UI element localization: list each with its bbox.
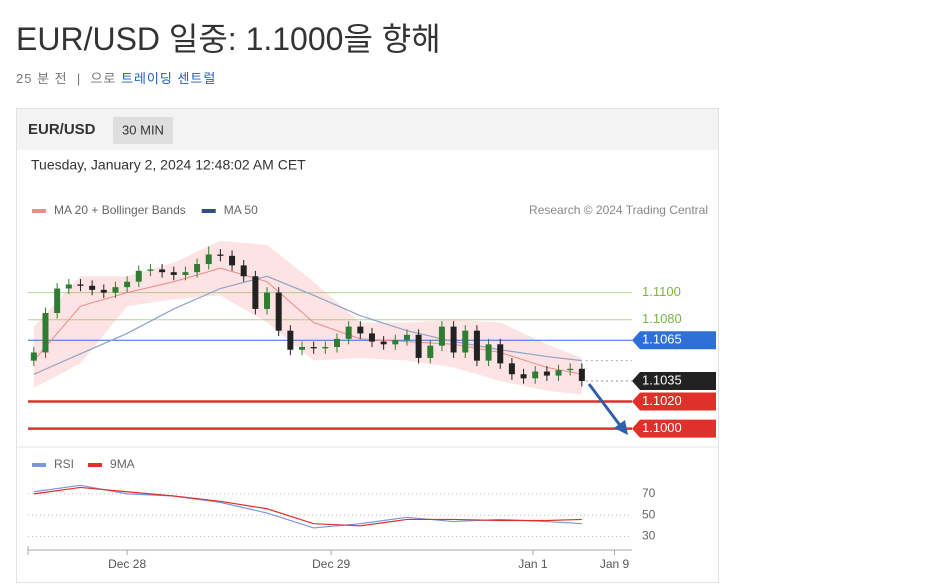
candle-body [473, 330, 480, 361]
y-tick-label: 70 [642, 486, 656, 500]
via: 으로 [90, 71, 117, 86]
candle-body [462, 330, 469, 353]
candle-body [543, 371, 550, 376]
candle-body [229, 255, 236, 266]
credit: Research © 2024 Trading Central [529, 203, 708, 217]
candle-body [124, 281, 131, 288]
interval-badge[interactable] [113, 117, 173, 144]
legend-swatch [32, 463, 46, 467]
candle-body [205, 254, 212, 265]
candle-body [287, 330, 294, 350]
candle-body [89, 285, 96, 290]
candle-body [403, 334, 410, 341]
candle-body [30, 352, 37, 361]
candle-body [322, 347, 329, 349]
candle-body [450, 326, 457, 353]
level-label: 1.1000 [642, 420, 682, 435]
candle-body [100, 289, 107, 293]
legend-swatch [88, 463, 103, 467]
candle-body [264, 292, 271, 309]
level-label: 1.1080 [642, 311, 682, 326]
article-title: EUR/USD 일중: 1.1000을 향해 [16, 21, 441, 57]
candle-body [380, 341, 387, 345]
level-badge [632, 419, 716, 438]
level-label: 1.1065 [642, 332, 682, 347]
candle-body [217, 254, 224, 256]
source-link[interactable]: 트레이딩 센트럴 [121, 71, 217, 86]
candle-body [392, 340, 399, 345]
legend-label: RSI [54, 457, 74, 471]
timestamp: Tuesday, January 2, 2024 12:48:02 AM CET [31, 157, 306, 173]
time: 25 분 전 [16, 71, 68, 86]
y-tick-label: 50 [642, 507, 656, 521]
rsi-line [33, 484, 582, 529]
candle-body [147, 269, 154, 271]
rsi-panel: RSI 9MA 30 50 70 Dec 28 Dec 29 Jan 1 Jan 9 [27, 457, 656, 571]
x-tick-label: Jan 9 [600, 557, 630, 571]
x-tick-label: Jan 1 [518, 557, 548, 571]
price-panel: MA 20 + Bollinger Bands MA 50 1.1100 1.1080… [28, 203, 716, 438]
legend-swatch [201, 209, 216, 213]
candle-body [252, 276, 259, 309]
candle-body [368, 333, 375, 342]
level-label: 1.1020 [642, 393, 682, 408]
level-label: 1.1100 [642, 284, 681, 299]
forecast-arrow [587, 383, 624, 429]
candle-body [532, 371, 539, 379]
candle-body [438, 326, 445, 346]
symbol: EUR/USD [28, 121, 96, 138]
candle-body [182, 272, 189, 275]
forecast-arrowhead [614, 420, 628, 435]
candle-body [508, 363, 515, 375]
candle-body [42, 313, 49, 353]
candle-body [567, 368, 574, 371]
candle-body [427, 345, 434, 358]
y-tick-label: 30 [642, 529, 656, 543]
candle-body [520, 374, 527, 379]
candle-body [485, 344, 492, 361]
candle-body [170, 272, 177, 275]
candle-body [299, 347, 306, 350]
candle-body [159, 269, 166, 273]
level-label: 1.1035 [642, 372, 682, 387]
candle-body [333, 338, 340, 348]
candle-body [77, 284, 84, 286]
candle-body [555, 370, 562, 376]
rsi-line [33, 486, 582, 527]
x-tick-label: Dec 28 [108, 557, 146, 571]
legend-label: MA 50 [224, 203, 258, 217]
level-badge [632, 372, 716, 391]
x-tick-label: Dec 29 [312, 557, 350, 571]
candle-body [357, 326, 364, 334]
candle-body [345, 326, 352, 339]
candle-body [415, 334, 422, 358]
candle-body [135, 270, 142, 282]
candle-body [497, 344, 504, 364]
level-badge [632, 392, 716, 411]
legend-label: MA 20 + Bollinger Bands [54, 203, 186, 217]
level-badge [632, 331, 716, 350]
candle-body [54, 288, 61, 314]
candle-body [578, 368, 585, 382]
legend-label: 9MA [110, 457, 135, 471]
byline: 25 분 전 | 으로 트레이딩 센트럴 [16, 68, 216, 87]
candle-body [275, 292, 282, 331]
candle-body [194, 264, 201, 273]
candle-body [112, 287, 119, 293]
candle-body [310, 347, 317, 349]
interval: 30 MIN [122, 122, 164, 137]
candle-body [240, 265, 247, 277]
separator: | [76, 71, 82, 86]
candle-body [65, 284, 72, 289]
legend-swatch [32, 209, 46, 213]
